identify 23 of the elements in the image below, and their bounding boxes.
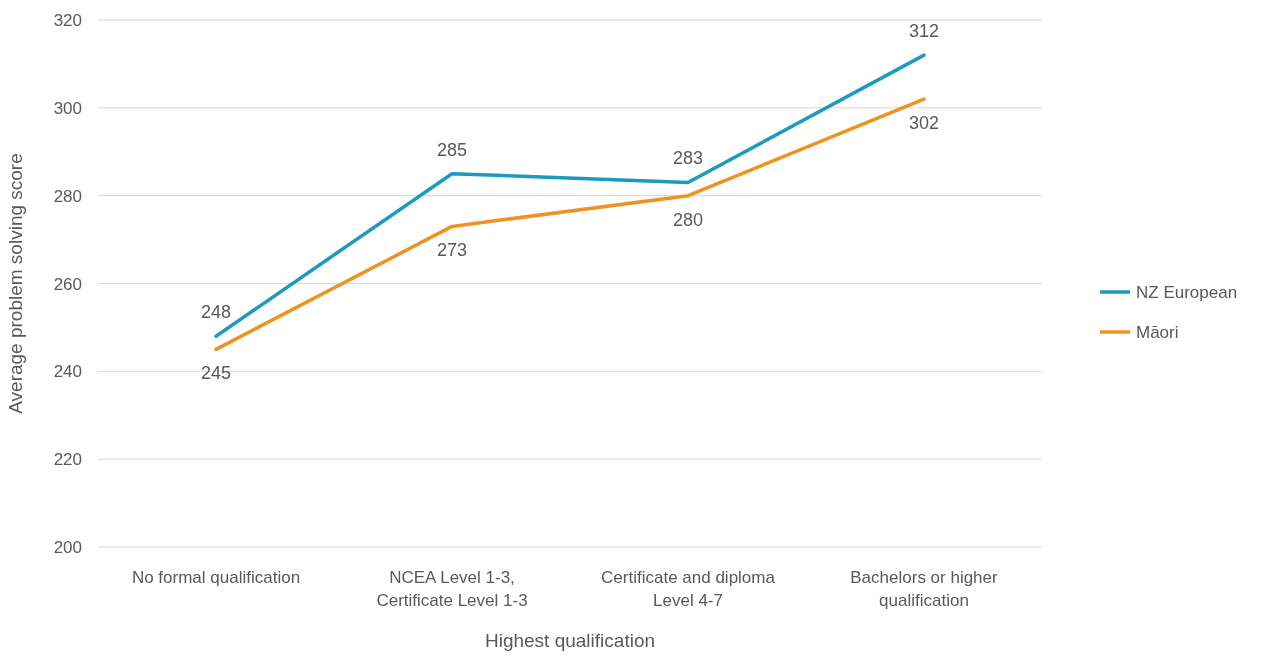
data-label: 312	[908, 21, 940, 42]
x-tick-label: NCEA Level 1-3, Certificate Level 1-3	[376, 568, 528, 610]
legend-label: Māori	[1136, 323, 1179, 342]
data-label: 273	[436, 240, 468, 261]
y-tick-label: 300	[53, 98, 82, 118]
data-label: 302	[908, 113, 940, 134]
legend-label: NZ European	[1136, 283, 1238, 302]
data-label: 248	[200, 302, 232, 323]
data-label: 245	[200, 363, 232, 384]
x-tick-label: Bachelors or higher qualification	[850, 568, 999, 610]
data-label: 280	[672, 209, 704, 230]
y-tick-label: 200	[53, 538, 82, 557]
y-tick-label: 280	[53, 186, 82, 206]
y-tick-label: 320	[53, 11, 82, 30]
data-label: 283	[672, 148, 704, 169]
data-label: 285	[436, 139, 468, 160]
x-tick-label: No formal qualification	[131, 568, 301, 587]
y-tick-label: 240	[53, 362, 82, 382]
y-axis-title: Average problem solving score	[5, 153, 26, 414]
y-tick-label: 220	[53, 450, 82, 470]
y-tick-label: 260	[53, 274, 82, 294]
x-axis-title: Highest qualification	[484, 630, 656, 651]
x-tick-label: Certificate and diploma Level 4-7	[601, 568, 776, 610]
